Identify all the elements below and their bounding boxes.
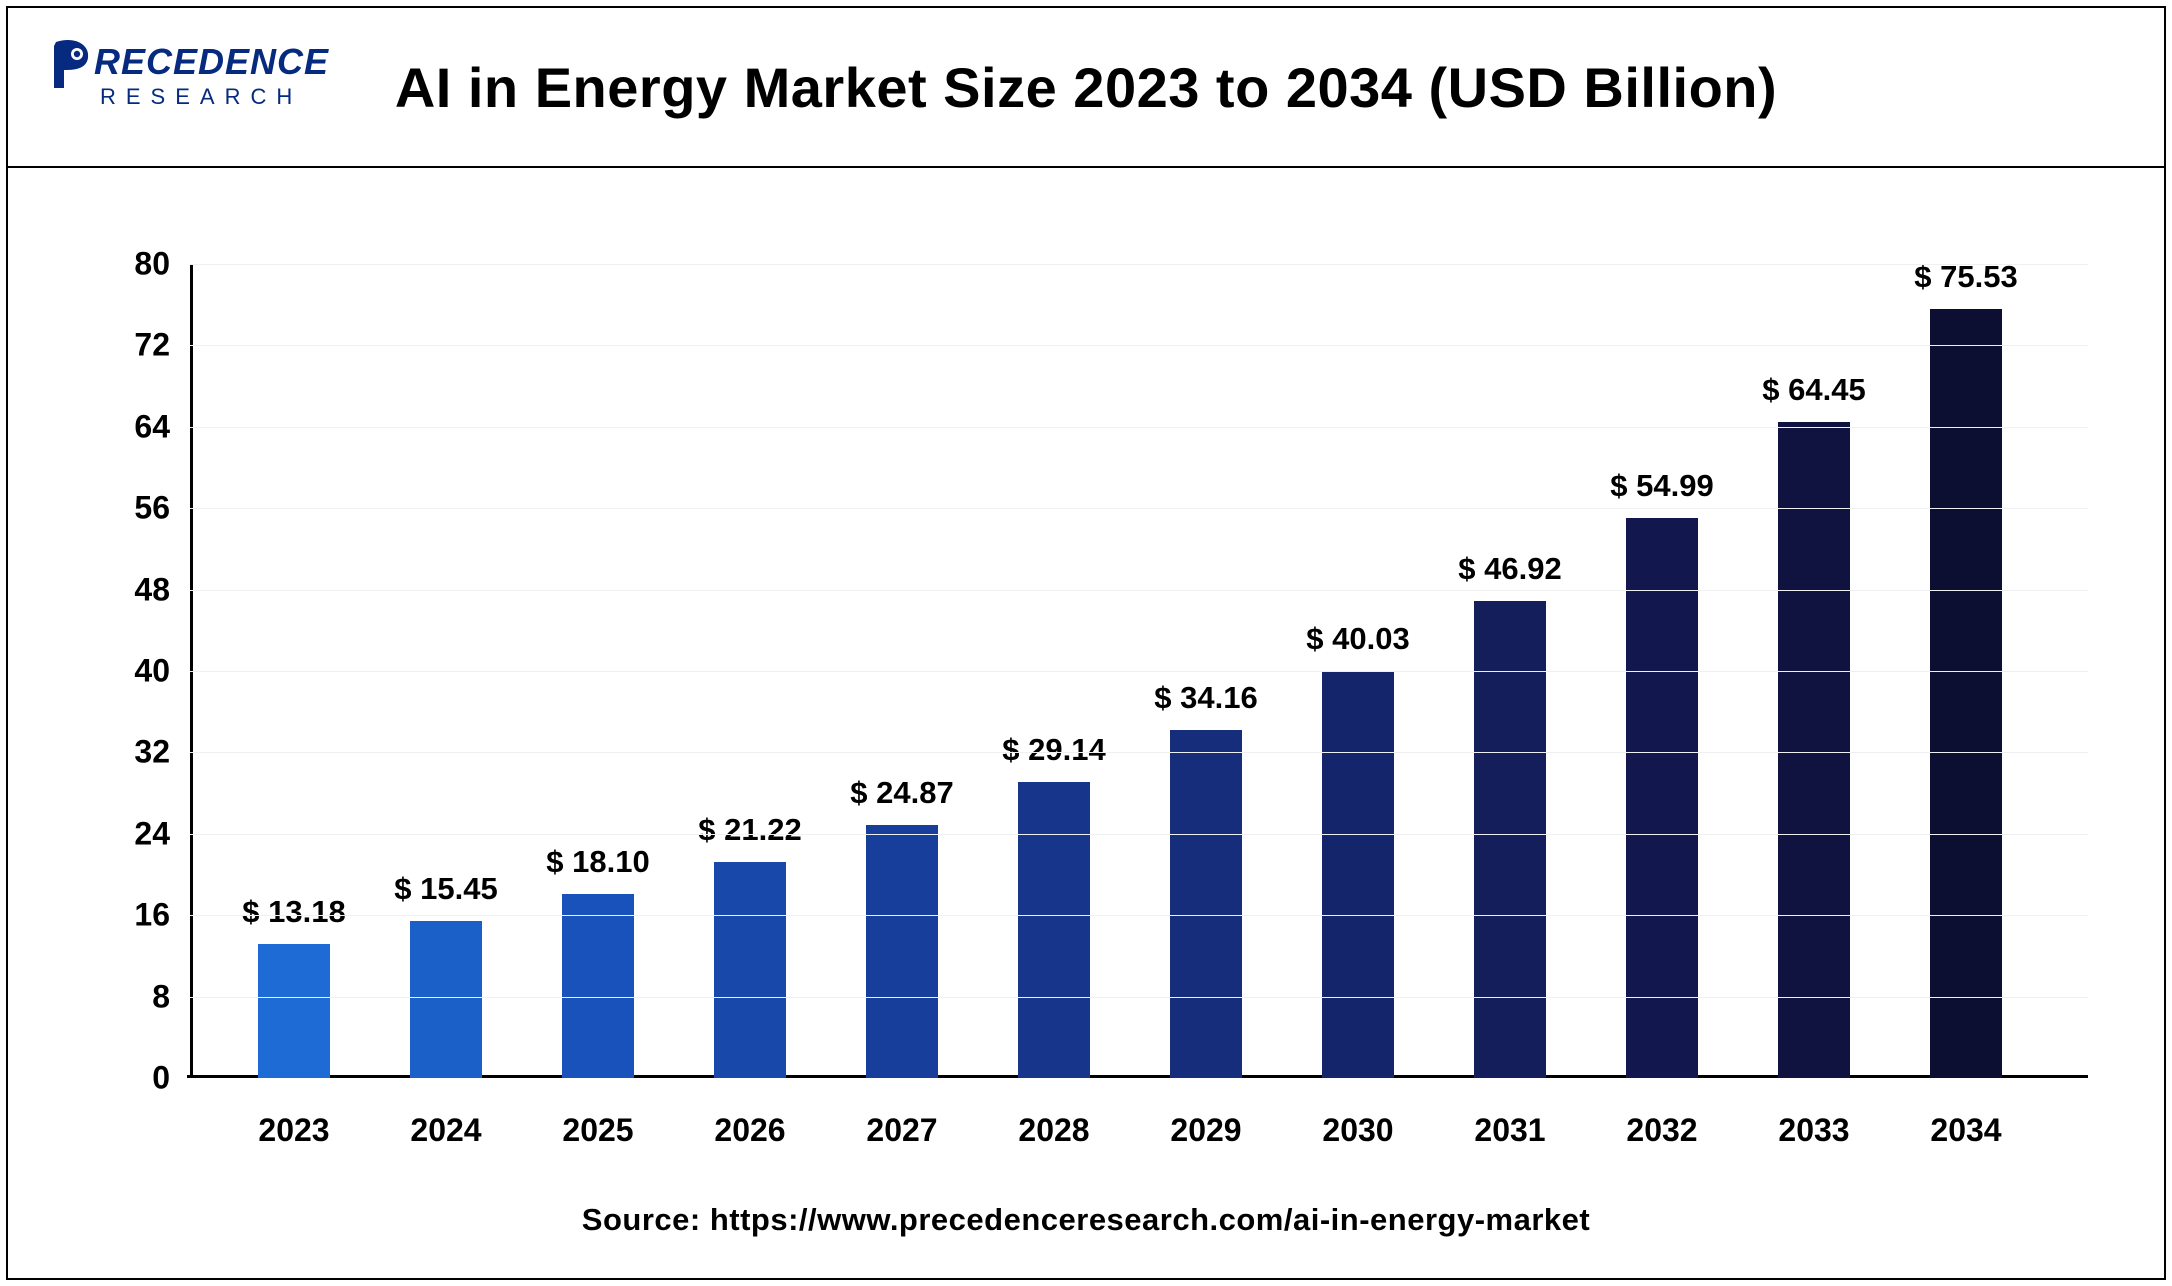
x-tick-label: 2027 [866,1112,937,1149]
x-tick-label: 2025 [562,1112,633,1149]
x-tick-label: 2026 [714,1112,785,1149]
bar-value-label: $ 13.18 [242,894,345,930]
gridline [190,427,2088,428]
bar-value-label: $ 29.14 [1002,732,1105,768]
x-tick-label: 2028 [1018,1112,1089,1149]
chart-frame: RECEDENCE RESEARCH AI in Energy Market S… [6,6,2166,1280]
gridline [190,752,2088,753]
gridline [190,834,2088,835]
bar-value-label: $ 34.16 [1154,680,1257,716]
bar-value-label: $ 18.10 [546,844,649,880]
bar-value-label: $ 15.45 [394,871,497,907]
gridline [190,345,2088,346]
bar: $ 46.92 [1474,601,1546,1078]
bar: $ 18.10 [562,894,634,1078]
bar-value-label: $ 24.87 [850,775,953,811]
bar: $ 21.22 [714,862,786,1078]
bar: $ 54.99 [1626,518,1698,1078]
bar: $ 24.87 [866,825,938,1078]
bar: $ 29.14 [1018,782,1090,1078]
bar: $ 40.03 [1322,671,1394,1078]
bar-value-label: $ 54.99 [1610,468,1713,504]
bar: $ 34.16 [1170,730,1242,1078]
y-tick-label: 64 [134,408,170,445]
bar-value-label: $ 21.22 [698,812,801,848]
bar-value-label: $ 64.45 [1762,372,1865,408]
bar: $ 13.18 [258,944,330,1078]
x-tick-label: 2032 [1626,1112,1697,1149]
y-tick-label: 8 [152,978,170,1015]
x-tick-label: 2024 [410,1112,481,1149]
title-bar: AI in Energy Market Size 2023 to 2034 (U… [8,8,2164,168]
x-tick-label: 2030 [1322,1112,1393,1149]
x-tick-label: 2031 [1474,1112,1545,1149]
y-tick-label: 16 [134,897,170,934]
y-tick-label: 0 [152,1060,170,1097]
gridline [190,915,2088,916]
gridline [190,508,2088,509]
gridline [190,264,2088,265]
gridline [190,671,2088,672]
y-tick-label: 72 [134,327,170,364]
plot-region: $ 13.18 $ 15.45 $ 18.10 $ 21.22 $ 24.87 $ 29.… [190,264,2074,1078]
y-tick-label: 32 [134,734,170,771]
x-tick-label: 2033 [1778,1112,1849,1149]
bar-value-label: $ 40.03 [1306,621,1409,657]
chart-title: AI in Energy Market Size 2023 to 2034 (U… [395,55,1777,120]
y-tick-label: 80 [134,246,170,283]
gridline [190,997,2088,998]
x-tick-label: 2023 [258,1112,329,1149]
gridline [190,590,2088,591]
y-tick-label: 48 [134,571,170,608]
y-tick-label: 24 [134,815,170,852]
y-tick-label: 56 [134,490,170,527]
chart-area: $ 13.18 $ 15.45 $ 18.10 $ 21.22 $ 24.87 $ 29.… [8,168,2164,1278]
bar: $ 75.53 [1930,309,2002,1078]
x-tick-label: 2029 [1170,1112,1241,1149]
bar: $ 15.45 [410,921,482,1078]
source-line: Source: https://www.precedenceresearch.c… [8,1202,2164,1238]
bar-value-label: $ 46.92 [1458,551,1561,587]
bar: $ 64.45 [1778,422,1850,1078]
x-tick-label: 2034 [1930,1112,2001,1149]
y-tick-label: 40 [134,653,170,690]
